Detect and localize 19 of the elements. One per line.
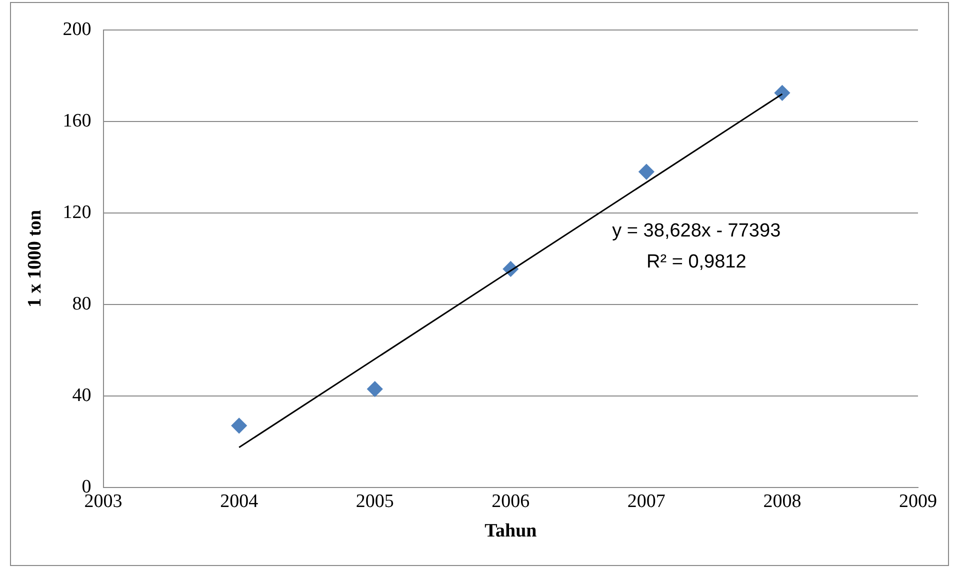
annotation: R² = 0,9812: [646, 251, 746, 272]
x-tick-label: 2005: [356, 490, 394, 512]
x-tick-label: 2007: [627, 490, 666, 512]
x-tick-label: 2006: [492, 490, 530, 512]
point: [231, 418, 247, 434]
y-axis-title: 1 x 1000 ton: [24, 209, 46, 308]
x-axis-title: Tahun: [484, 520, 538, 542]
x-tick-label: 2008: [763, 490, 802, 512]
x-tick-label: 2009: [899, 490, 937, 512]
y-tick-label: 40: [72, 384, 92, 406]
y-tick-label: 80: [72, 293, 92, 314]
x-tick-label: 2004: [220, 490, 259, 512]
y-tick-label: 160: [62, 110, 92, 132]
y-tick-label: 200: [62, 18, 92, 40]
point: [367, 381, 383, 397]
point: [774, 85, 790, 101]
point: [638, 164, 654, 180]
annotation: y = 38,628x - 77393: [612, 220, 781, 242]
y-tick-label: 120: [62, 202, 92, 223]
